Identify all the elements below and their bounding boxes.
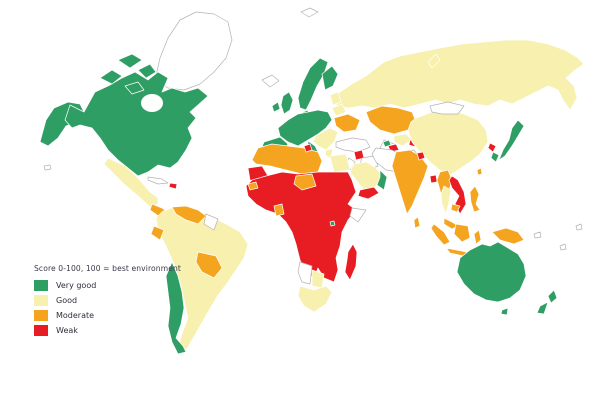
region-india-pakistan: [391, 149, 429, 215]
region-namibia: [297, 261, 313, 285]
region-guianas: [203, 213, 219, 231]
region-new-guinea: [491, 227, 525, 245]
legend-label-weak: Weak: [56, 326, 78, 335]
legend-title: Score 0-100, 100 = best environment: [34, 264, 181, 273]
region-arctic-island-3: [137, 63, 157, 79]
legend-swatch-very-good: [34, 280, 48, 291]
region-north-africa: [251, 143, 323, 175]
region-iceland: [261, 74, 280, 88]
region-south-africa: [297, 285, 333, 313]
region-uk: [280, 91, 294, 115]
region-bangladesh: [429, 174, 438, 184]
region-oman: [376, 169, 388, 191]
region-yemen: [357, 186, 380, 200]
region-new-zealand-north: [547, 289, 558, 304]
region-kashmir: [416, 151, 426, 161]
region-saudi-arabia: [349, 161, 383, 191]
region-japan: [498, 119, 525, 161]
region-madagascar: [344, 243, 358, 281]
region-somalia: [349, 207, 367, 223]
legend-swatch-good: [34, 295, 48, 306]
region-thailand: [440, 185, 452, 215]
region-bolivia: [195, 251, 223, 279]
legend-item-weak: Weak: [34, 325, 204, 336]
region-mongolia: [429, 101, 465, 115]
region-canada-usa: [64, 71, 209, 177]
region-cuba: [147, 176, 169, 185]
region-sulawesi: [473, 229, 482, 245]
legend-swatch-weak: [34, 325, 48, 336]
region-sri-lanka: [413, 216, 421, 229]
region-ghana: [273, 203, 285, 217]
region-rwanda: [329, 220, 336, 227]
region-pacific-island-2: [559, 243, 567, 251]
region-china: [407, 109, 489, 177]
region-cambodia: [450, 203, 461, 213]
region-taiwan: [476, 167, 483, 176]
region-australia: [456, 241, 527, 303]
region-novaya-zemlya: [427, 53, 441, 69]
region-balkans: [312, 127, 339, 151]
region-new-zealand-south: [536, 301, 549, 315]
region-borneo: [453, 223, 471, 243]
region-uzbekistan: [393, 133, 413, 147]
legend-label-very-good: Very good: [56, 281, 97, 290]
legend-item-very-good: Very good: [34, 280, 204, 291]
region-niger: [293, 173, 317, 191]
region-russia: [329, 39, 585, 111]
region-scandinavia: [297, 57, 329, 111]
region-sumatra: [430, 223, 451, 246]
region-philippines: [469, 185, 481, 213]
legend: Score 0-100, 100 = best environment Very…: [34, 264, 204, 340]
region-turkey: [335, 137, 371, 153]
legend-label-moderate: Moderate: [56, 311, 95, 320]
region-arctic-island-1: [99, 69, 123, 85]
region-arctic-island-4: [124, 81, 145, 95]
region-tunisia: [303, 143, 313, 153]
region-greenland: [154, 11, 233, 91]
region-hispaniola: [168, 182, 178, 190]
legend-item-good: Good: [34, 295, 204, 306]
region-ecuador: [150, 225, 165, 241]
hudson-bay: [141, 94, 163, 112]
legend-item-moderate: Moderate: [34, 310, 204, 321]
region-pacific-island-3: [575, 223, 583, 231]
region-belarus: [331, 103, 347, 117]
region-tasmania: [500, 307, 509, 316]
region-ukraine: [333, 113, 361, 133]
region-senegal: [247, 181, 259, 191]
region-ireland: [271, 101, 281, 113]
region-western-europe: [277, 109, 333, 147]
region-south-korea: [490, 151, 500, 163]
region-baltics: [329, 91, 342, 106]
region-egypt: [329, 153, 351, 173]
region-arctic-island-2: [117, 53, 143, 69]
legend-label-good: Good: [56, 296, 78, 305]
region-finland: [321, 65, 339, 91]
region-north-korea: [487, 142, 497, 153]
region-svalbard: [300, 7, 319, 18]
region-hawaii: [43, 164, 52, 171]
region-venezuela: [171, 205, 207, 225]
region-pacific-island-1: [533, 231, 542, 239]
region-chile: [165, 261, 187, 355]
legend-swatch-moderate: [34, 310, 48, 321]
